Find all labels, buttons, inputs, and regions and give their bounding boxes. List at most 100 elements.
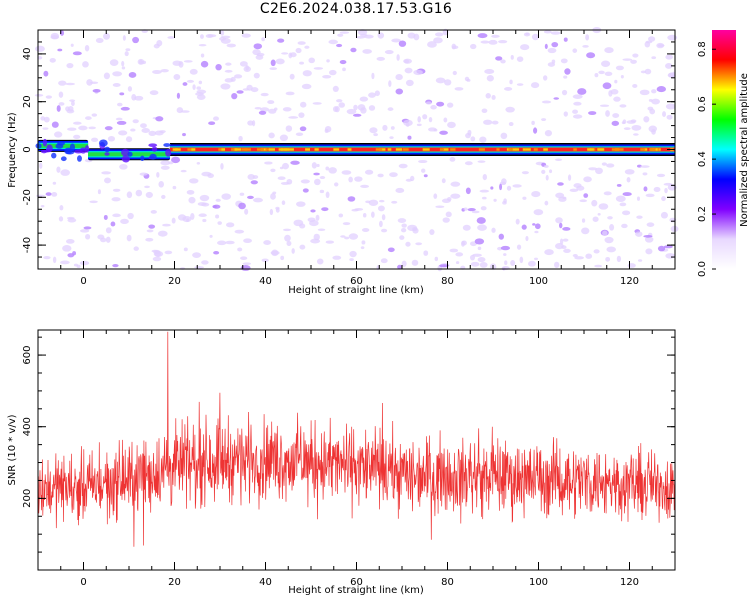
noise-speckle [450,181,461,187]
noise-speckle [541,169,546,175]
noise-speckle [627,263,636,268]
noise-speckle [217,240,227,246]
noise-speckle [35,45,45,52]
noise-speckle [155,116,164,122]
noise-speckle [567,174,572,181]
band-blob [149,153,157,160]
noise-speckle [97,234,105,240]
noise-speckle [348,233,359,240]
noise-speckle [336,43,343,48]
noise-speckle [588,167,598,171]
noise-speckle [125,136,133,143]
noise-speckle [146,229,154,233]
noise-speckle [301,83,312,90]
noise-speckle [288,116,299,119]
band-fleck [288,148,294,151]
noise-speckle [300,101,307,108]
noise-speckle [384,49,394,55]
noise-speckle [145,237,154,242]
noise-speckle [196,94,206,101]
noise-speckle [277,38,285,43]
noise-speckle [377,173,384,178]
noise-speckle [279,134,289,142]
noise-speckle [310,209,316,213]
noise-speckle [120,106,130,111]
noise-speckle [339,31,350,34]
noise-speckle [119,163,128,170]
noise-speckle [261,258,269,263]
noise-speckle [267,100,275,105]
noise-speckle [407,135,412,140]
noise-speckle [252,120,256,127]
noise-speckle [354,176,363,182]
noise-speckle [168,161,174,165]
noise-speckle [391,38,401,43]
noise-speckle [411,259,419,266]
noise-speckle [295,47,302,54]
noise-speckle [593,249,600,254]
noise-speckle [302,70,312,77]
band-fleck [241,148,248,151]
noise-speckle [572,48,578,53]
band-fleck [395,148,403,151]
noise-speckle [117,102,123,107]
noise-speckle [624,169,635,175]
noise-speckle [286,240,292,247]
noise-speckle [504,87,513,91]
noise-speckle [144,185,150,189]
band-fleck [265,148,271,151]
noise-speckle [400,227,407,233]
noise-speckle [357,104,366,111]
noise-speckle [201,260,209,265]
noise-speckle [207,173,214,179]
noise-speckle [665,62,673,69]
band-fleck [508,148,513,151]
noise-speckle [34,94,44,97]
noise-speckle [531,190,541,198]
noise-speckle [247,120,254,126]
noise-speckle [498,40,508,44]
noise-speckle [479,262,488,268]
x-tick-label: 80 [441,577,454,588]
noise-speckle [447,121,456,129]
band-fleck [512,148,517,151]
noise-speckle [632,84,638,88]
noise-speckle [483,119,493,125]
noise-speckle [326,59,330,63]
noise-speckle [200,60,209,68]
noise-speckle [115,117,123,121]
band-core [169,147,675,152]
snr-y-label: SNR (10 * v/v) [7,414,18,485]
band-blob [42,138,48,147]
noise-speckle [557,182,564,186]
noise-speckle [194,266,205,269]
noise-speckle [192,84,196,90]
noise-speckle [58,216,64,222]
noise-speckle [213,250,220,255]
noise-speckle [80,229,90,233]
noise-speckle [563,75,568,79]
noise-speckle [604,236,614,244]
noise-speckle [97,189,101,195]
noise-speckle [299,61,304,65]
noise-speckle [242,88,250,91]
noise-speckle [368,105,376,111]
noise-speckle [160,68,169,73]
band-fleck [379,148,386,151]
noise-speckle [491,34,500,38]
noise-speckle [260,92,269,97]
noise-speckle [485,93,491,99]
noise-speckle [477,224,487,231]
noise-speckle [555,242,564,250]
noise-speckle [116,120,127,125]
band-fleck [191,148,196,151]
noise-speckle [150,210,157,214]
noise-speckle [196,86,202,90]
noise-speckle [588,111,597,116]
noise-speckle [200,53,205,58]
noise-speckle [462,224,471,231]
x-tick-label: 60 [350,577,363,588]
noise-speckle [495,56,503,61]
noise-speckle [112,83,121,87]
noise-speckle [563,37,568,42]
